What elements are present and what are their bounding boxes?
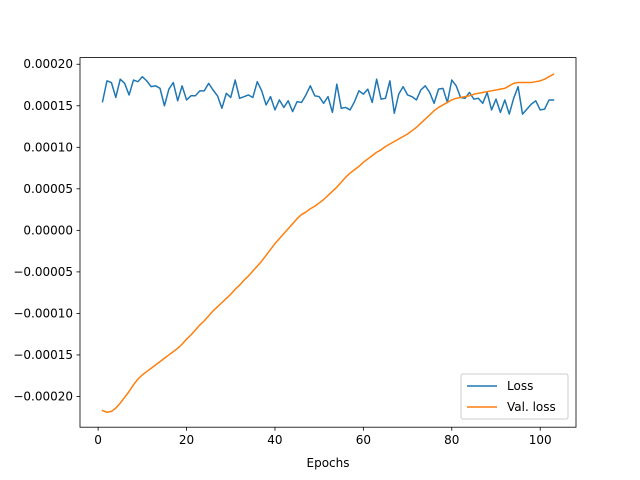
y-tick-label: 0.00015 — [23, 99, 73, 113]
series-line-loss — [101, 75, 555, 115]
series-line-val-loss — [101, 73, 555, 413]
y-axis-ticks: −0.00020 −0.00015 −0.00010 −0.00005 0.00000 0… — [13, 57, 80, 403]
x-tick-label: 80 — [444, 433, 459, 447]
x-tick-label: 100 — [529, 433, 552, 447]
plot-frame — [79, 57, 577, 428]
x-axis-label: Epochs — [307, 456, 350, 470]
x-tick-label: 20 — [179, 433, 194, 447]
y-tick-label: 0.00000 — [23, 223, 73, 237]
x-axis-ticks: 0 20 40 60 80 100 — [94, 427, 552, 447]
y-tick-label: 0.00020 — [23, 57, 73, 71]
x-tick-label: 40 — [267, 433, 282, 447]
y-tick-label: −0.00015 — [13, 348, 73, 362]
y-tick-label: −0.00010 — [13, 306, 73, 320]
y-tick-label: 0.00005 — [23, 182, 73, 196]
series-layer — [101, 73, 555, 413]
y-tick-label: −0.00020 — [13, 389, 73, 403]
legend: Loss Val. loss — [460, 373, 569, 420]
y-tick-label: 0.00010 — [23, 140, 73, 154]
x-tick-label: 0 — [94, 433, 102, 447]
legend-label-loss: Loss — [507, 379, 533, 393]
legend-label-val-loss: Val. loss — [507, 400, 556, 414]
y-tick-label: −0.00005 — [13, 265, 73, 279]
x-tick-label: 60 — [356, 433, 371, 447]
